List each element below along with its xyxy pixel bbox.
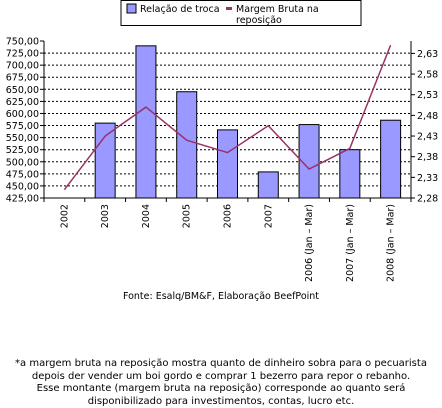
footnote-line-4: disponibilizado para investimentos, cont… [0,396,442,408]
x-tick-label: 2005 [182,204,193,228]
x-tick-label: 2006 (Jan – Mar) [304,204,315,282]
y-right-tick-label: 2,33 [417,173,438,184]
x-tick-label: 2007 (Jan – Mar) [345,204,356,282]
footnote-line-3: Esse montante (margem bruta na reposição… [0,383,442,396]
legend-line-label-1: Margem Bruta na [236,4,319,15]
footnote-line-1: *a margem bruta na reposição mostra quan… [0,358,442,371]
bar [258,172,278,198]
y-right-tick-label: 2,38 [417,152,438,163]
y-right-tick-label: 2,43 [417,132,438,143]
x-tick-label: 2002 [59,204,70,228]
legend-bar-swatch [127,4,136,13]
bar [136,46,156,198]
y-left-tick-label: 550,00 [6,133,39,144]
legend-line-swatch [226,7,232,10]
chart: Relação de troca Margem Bruta na reposiç… [0,0,442,290]
x-tick-label: 2008 (Jan – Mar) [386,204,397,282]
y-left-tick-label: 500,00 [6,157,39,168]
legend-line-label-2: reposição [236,15,282,26]
y-left-tick-label: 650,00 [6,85,39,96]
y-left-tick-label: 675,00 [6,73,39,84]
bar [381,120,401,198]
plot-area: 425,00 450,00475,00500,00525,00550,00575,… [6,37,438,282]
y-left-tick-label: 475,00 [6,169,39,180]
source-note: Fonte: Esalq/BM&F, Elaboração BeefPoint [0,291,442,302]
bar [340,150,360,198]
y-right-tick-label: 2,63 [417,49,438,60]
x-tick-label: 2007 [263,204,274,228]
footnote: *a margem bruta na reposição mostra quan… [0,358,442,408]
y-left-tick-label: 575,00 [6,121,39,132]
y-left-tick-label: 450,00 [6,181,39,192]
x-tick-label: 2004 [141,204,152,228]
y-left-tick-label: 700,00 [6,61,39,72]
legend-bar-label: Relação de troca [140,4,220,15]
bar [177,92,197,198]
y-right-tick-label: 2,58 [417,70,438,81]
y-right-tick-label: 2,53 [417,90,438,101]
y-right-tick-label: 2,48 [417,111,438,122]
y-left-tick-label: 600,00 [6,109,39,120]
y-left-tick-label: 725,00 [6,49,39,60]
footnote-line-2: depois der vender um boi gordo e comprar… [0,371,442,384]
x-tick-label: 2006 [223,204,234,228]
y-left-tick-label: 625,00 [6,97,39,108]
x-tick-label: 2003 [100,204,111,228]
bar [218,130,238,198]
legend: Relação de troca Margem Bruta na reposiç… [121,1,361,27]
y-left-tick-label: 750,00 [6,37,39,48]
y-left-tick-label: 425,00 [6,194,39,205]
y-left-tick-label: 525,00 [6,145,39,156]
y-right-tick-label: 2,28 [417,194,438,205]
bar [95,123,115,198]
